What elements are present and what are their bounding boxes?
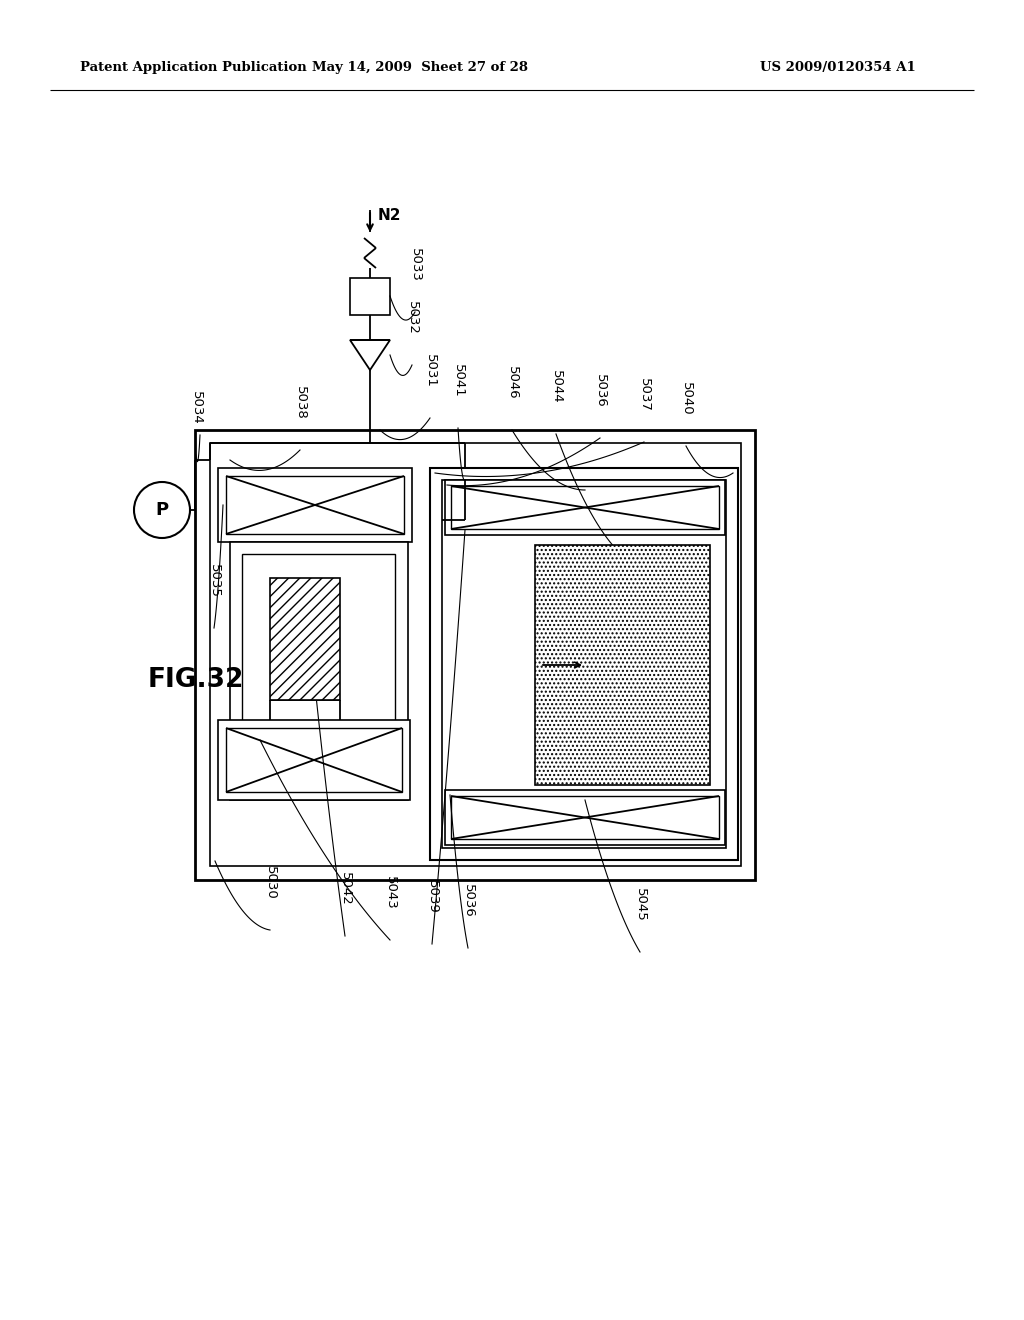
Bar xyxy=(230,543,408,800)
Bar xyxy=(242,554,395,788)
Text: 5040: 5040 xyxy=(680,383,692,416)
Text: FIG.32: FIG.32 xyxy=(148,667,245,693)
Bar xyxy=(451,796,719,840)
Bar xyxy=(445,480,725,535)
Text: P: P xyxy=(156,502,169,519)
Text: 5032: 5032 xyxy=(406,301,419,335)
Bar xyxy=(226,729,402,792)
Text: 5038: 5038 xyxy=(294,387,306,420)
Bar xyxy=(350,279,390,315)
Bar xyxy=(445,789,725,845)
Text: 5044: 5044 xyxy=(550,371,562,404)
Bar xyxy=(218,719,410,800)
Bar xyxy=(430,469,738,861)
Text: US 2009/0120354 A1: US 2009/0120354 A1 xyxy=(760,62,915,74)
Text: 5037: 5037 xyxy=(638,378,650,412)
Text: 5031: 5031 xyxy=(424,354,436,388)
Text: 5030: 5030 xyxy=(263,866,276,900)
Text: 5043: 5043 xyxy=(384,876,396,909)
Text: 5036: 5036 xyxy=(462,884,474,917)
Text: Patent Application Publication: Patent Application Publication xyxy=(80,62,307,74)
Text: 5036: 5036 xyxy=(594,375,606,408)
Text: 5039: 5039 xyxy=(426,880,438,913)
Bar xyxy=(195,430,755,880)
Text: 5041: 5041 xyxy=(452,364,465,399)
Bar xyxy=(451,486,719,529)
Bar xyxy=(270,578,340,700)
Bar xyxy=(535,545,710,785)
Text: 5046: 5046 xyxy=(506,367,518,400)
Text: 5033: 5033 xyxy=(409,248,422,282)
Bar xyxy=(226,477,404,535)
Bar xyxy=(442,480,726,847)
Text: 5034: 5034 xyxy=(189,391,203,425)
Text: N2: N2 xyxy=(378,207,401,223)
Text: 5045: 5045 xyxy=(634,888,646,921)
Text: 5035: 5035 xyxy=(208,564,220,598)
Text: May 14, 2009  Sheet 27 of 28: May 14, 2009 Sheet 27 of 28 xyxy=(312,62,528,74)
Bar xyxy=(218,469,412,543)
Text: 5042: 5042 xyxy=(339,873,351,906)
Bar xyxy=(210,444,741,866)
